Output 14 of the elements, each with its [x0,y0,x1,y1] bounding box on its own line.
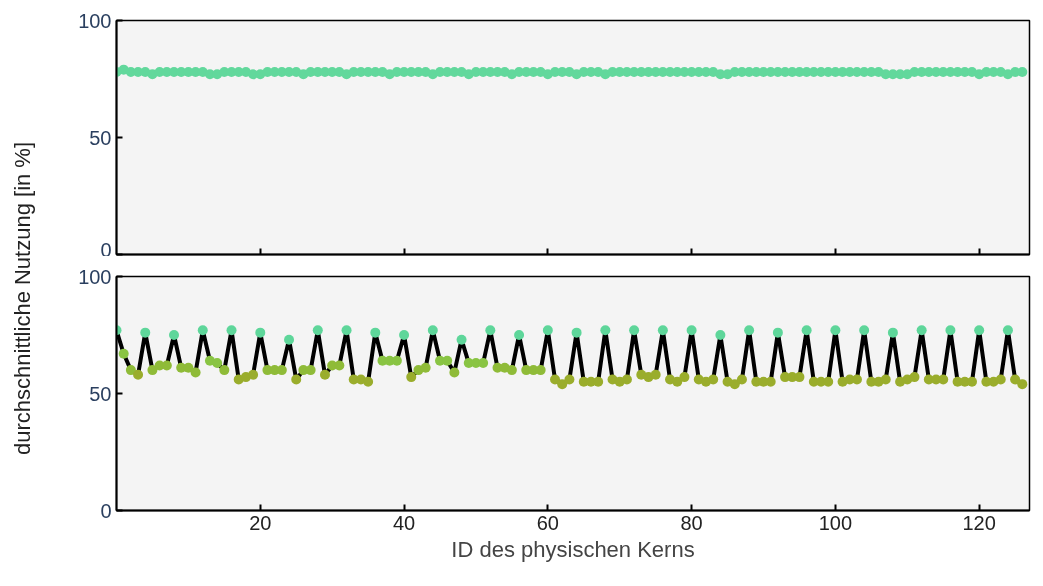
x-tick-label: 20 [249,511,272,534]
y-tick-label: 50 [89,126,112,149]
x-tick-label: 100 [818,511,853,534]
y-tick-label: 100 [78,9,112,32]
x-tick-label: 120 [962,511,996,534]
x-tick-label: 80 [680,511,703,534]
y-axis-title: durchschnittliche Nutzung [in %] [9,141,37,455]
x-tick-label: 40 [392,511,416,534]
y-tick-label: 0 [100,238,112,261]
x-axis-title: ID des physischen Kerns [451,536,695,562]
y-tick-label: 100 [78,265,112,288]
y-tick-label: 50 [89,382,112,405]
y-tick-label: 0 [100,499,112,522]
x-tick-label: 60 [536,511,559,534]
